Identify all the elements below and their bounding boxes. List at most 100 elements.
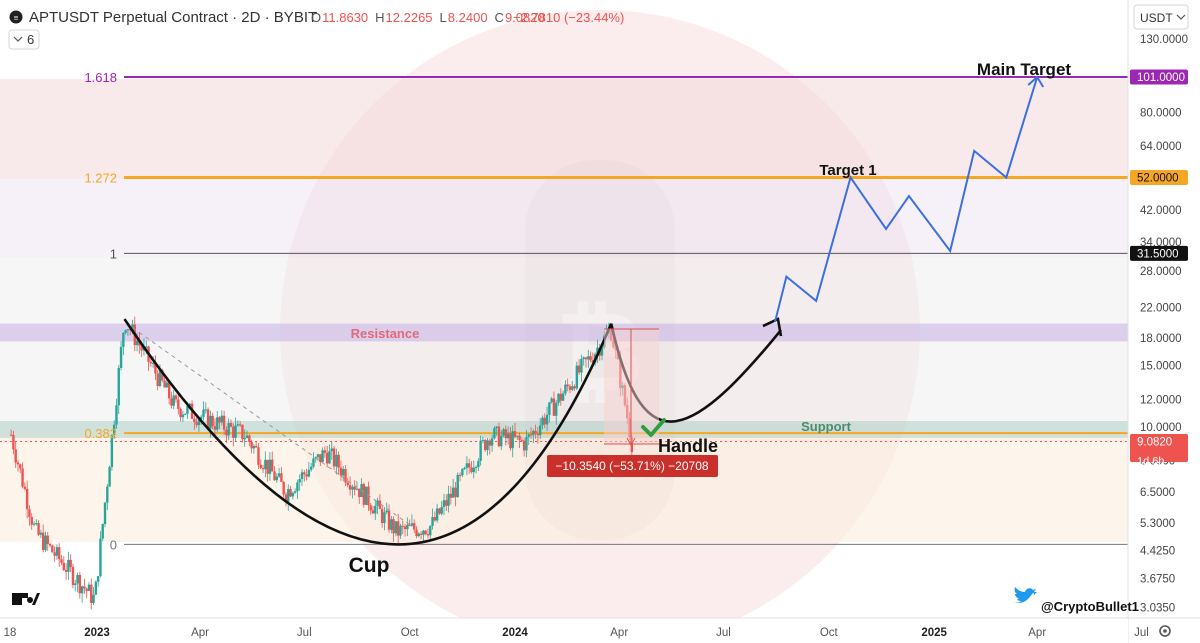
candle-body [211, 415, 214, 427]
settings-button[interactable] [1159, 625, 1171, 637]
candle-body [51, 545, 54, 553]
candle-body [303, 472, 306, 475]
candle-body [245, 435, 249, 438]
ohlc-value: 9.0820 [505, 10, 545, 25]
candle-body [522, 440, 526, 451]
candle-body [238, 424, 242, 426]
price-tag-bg [1130, 434, 1188, 463]
fib-ratio-0: 0 [110, 537, 117, 552]
price-tick: 10.0000 [1140, 422, 1182, 434]
candle-body [234, 425, 237, 438]
candle-body [557, 393, 560, 403]
candle-body [259, 464, 262, 468]
candle-body [83, 586, 86, 589]
candle-body [90, 584, 93, 603]
candle-body [197, 419, 201, 426]
candle-body [94, 581, 98, 595]
candle-body [532, 430, 535, 436]
measure-tool[interactable]: −10.3540 (−53.71%) −20708 [547, 328, 718, 477]
candle-body [25, 488, 29, 510]
candle-body [449, 493, 453, 498]
candle-body [60, 559, 63, 563]
candle-body [156, 373, 159, 387]
candle-body [39, 532, 43, 535]
candle-body [493, 428, 496, 439]
candle-body [401, 525, 404, 527]
candle-body [87, 584, 91, 591]
candle-body [277, 473, 281, 477]
candle-body [165, 382, 169, 388]
candle-body [220, 415, 224, 423]
candle-body [138, 340, 141, 346]
gear-icon [1159, 625, 1171, 637]
candle-body [170, 398, 173, 406]
candle-body [48, 543, 52, 546]
handle-arrowhead [762, 317, 783, 337]
candle-body [516, 435, 519, 437]
candle-body [330, 448, 333, 452]
candle-body [342, 469, 345, 476]
candle-body [362, 484, 366, 505]
candle-body [596, 347, 599, 355]
candle-body [119, 346, 123, 368]
time-tick: 2023 [84, 627, 110, 639]
measure-label: −10.3540 (−53.71%) −20708 [555, 459, 708, 473]
currency-selector[interactable]: USDT [1133, 4, 1189, 30]
candle-body [419, 533, 423, 535]
candle-body [108, 467, 111, 487]
candle-body [410, 523, 414, 526]
candle-body [353, 486, 356, 490]
price-tick: 34.0000 [1140, 237, 1182, 249]
candle-body [243, 437, 246, 440]
candle-body [429, 525, 432, 536]
ohlc-value: 12.2265 [386, 10, 433, 25]
candle-body [44, 535, 47, 551]
candle-body [328, 451, 331, 464]
candle-body [481, 439, 485, 441]
candle-body [252, 445, 256, 449]
candle-body [124, 330, 127, 333]
change-value: −2.7810 (−23.44%) [513, 10, 624, 25]
candle-body [490, 438, 494, 446]
candle-body [502, 429, 505, 436]
candle-body [378, 500, 382, 509]
chart-header: ≡ APTUSDT Perpetual Contract · 2D · BYBI… [9, 9, 624, 26]
candle-body [227, 422, 230, 436]
candle-body [193, 418, 196, 422]
candle-body [9, 434, 13, 436]
candle-body [552, 398, 556, 416]
resistance-label: Resistance [351, 326, 420, 341]
candle-body [216, 417, 219, 430]
candle-body [300, 472, 304, 480]
candle-body [417, 533, 421, 537]
symbol-title[interactable]: APTUSDT Perpetual Contract · 2D · BYBIT [29, 9, 317, 26]
candle-body [529, 434, 533, 436]
candle-body [172, 395, 175, 406]
candle-body [442, 500, 446, 507]
band-1272-1 [0, 179, 1128, 257]
candle-body [376, 500, 379, 506]
candle-body [92, 594, 95, 603]
candle-body [55, 547, 59, 556]
candle-body [289, 489, 292, 497]
price-tag-fib-1272: 52.0000 [1137, 172, 1179, 184]
candle-body [465, 463, 469, 468]
candle-body [319, 454, 322, 462]
candle-body [80, 586, 84, 594]
candle-body [541, 417, 544, 426]
candle-body [163, 380, 166, 388]
price-tick: 130.0000 [1140, 34, 1188, 46]
candle-body [183, 413, 187, 415]
resistance-zone [0, 323, 1128, 342]
candle-body [261, 467, 265, 470]
price-axis-bg [1128, 0, 1200, 643]
candle-body [76, 574, 79, 584]
candle-body [337, 454, 340, 468]
candle-body [32, 523, 36, 525]
indicator-toggle[interactable]: 6 [8, 29, 40, 50]
candle-body [149, 361, 153, 364]
candle-body [536, 433, 540, 436]
ohlc-label: C [495, 10, 504, 25]
candle-body [495, 426, 498, 429]
